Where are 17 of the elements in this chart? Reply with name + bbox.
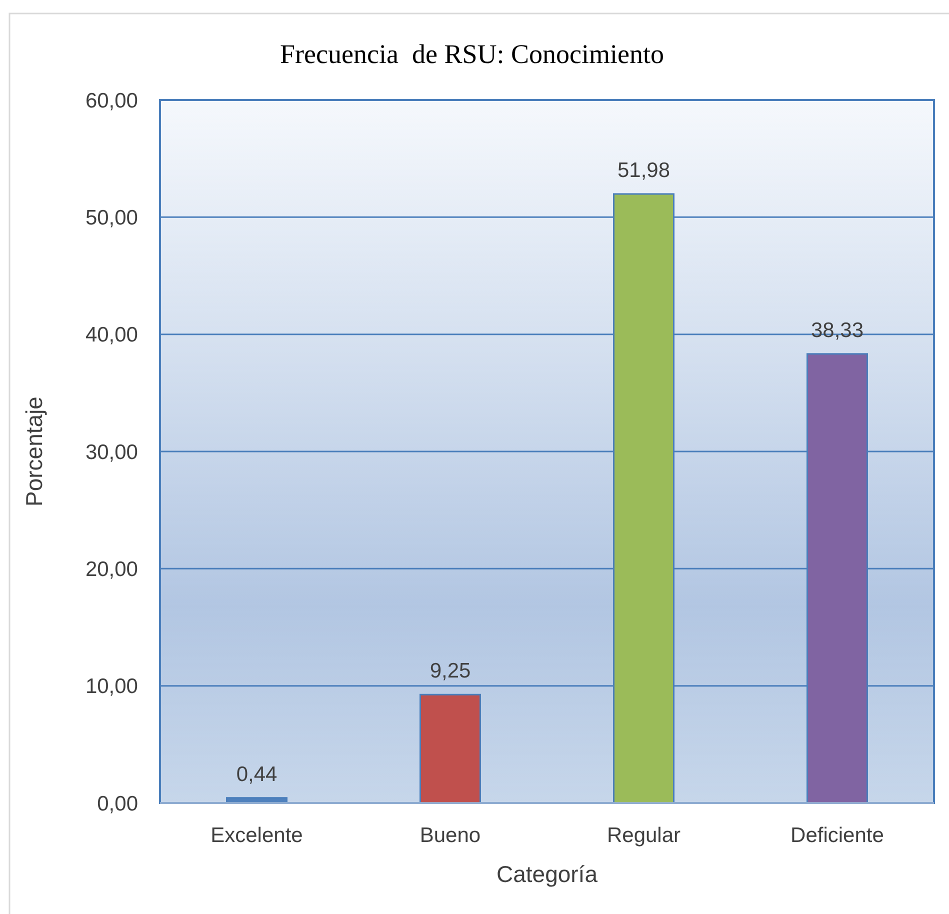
- y-tick-label: 50,00: [85, 206, 138, 230]
- y-axis-title: Porcentaje: [21, 396, 47, 506]
- x-tick-label: Deficiente: [790, 824, 884, 847]
- y-tick-label: 30,00: [85, 440, 138, 464]
- y-tick-label: 60,00: [85, 89, 138, 112]
- x-tick-label: Bueno: [420, 824, 481, 847]
- x-tick-label: Regular: [606, 824, 681, 847]
- data-label: 0,44: [236, 762, 278, 786]
- data-label: 9,25: [430, 660, 471, 683]
- chart-title: Frecuencia de RSU: Conocimiento: [280, 39, 664, 69]
- x-axis-title: Categoría: [496, 861, 598, 887]
- y-tick-label: 10,00: [85, 675, 138, 698]
- data-label: 51,98: [617, 158, 670, 182]
- y-tick-label: 0,00: [97, 792, 138, 816]
- y-tick-label: 40,00: [85, 324, 138, 347]
- x-tick-label: Excelente: [210, 824, 303, 847]
- y-tick-label: 20,00: [85, 558, 138, 582]
